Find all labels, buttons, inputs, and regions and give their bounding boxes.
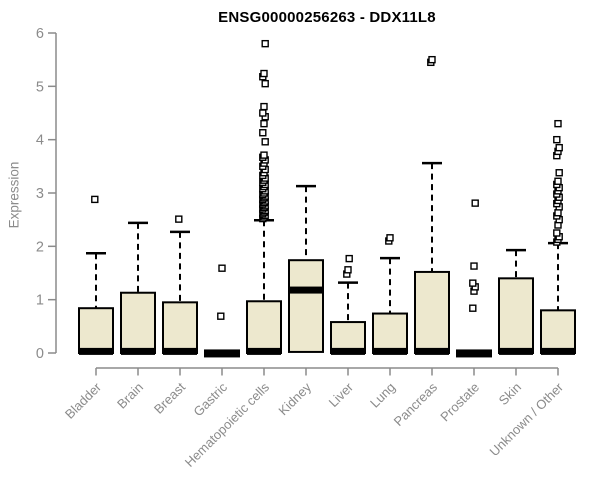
outlier-point xyxy=(554,209,562,217)
median-line xyxy=(121,347,155,355)
x-category-label: Pancreas xyxy=(391,379,441,429)
x-category-label: Prostate xyxy=(437,380,482,425)
outlier-point xyxy=(344,266,352,274)
median-line xyxy=(163,347,197,355)
outlier-point xyxy=(553,135,561,144)
outlier-point xyxy=(260,151,268,159)
box xyxy=(120,291,156,355)
x-category-label: Gastric xyxy=(190,379,230,419)
box xyxy=(288,259,324,353)
outlier-point xyxy=(261,138,269,146)
outlier-point xyxy=(260,69,268,78)
outlier-point xyxy=(554,177,562,185)
y-tick-label: 6 xyxy=(36,26,44,42)
y-tick-label: 4 xyxy=(36,133,44,149)
outlier-point xyxy=(345,254,353,263)
median-line xyxy=(541,347,575,355)
box xyxy=(78,307,114,355)
x-category-label: Unknown / Other xyxy=(487,379,567,459)
median-line xyxy=(499,347,533,355)
chart-title: ENSG00000256263 - DDX11L8 xyxy=(218,9,436,26)
box xyxy=(330,321,366,355)
x-category-label: Skin xyxy=(496,380,524,408)
box xyxy=(540,309,576,355)
y-tick-label: 3 xyxy=(36,186,44,202)
outlier-point xyxy=(386,234,394,242)
y-tick-label: 0 xyxy=(36,346,44,362)
x-category-label: Bladder xyxy=(62,379,105,422)
box xyxy=(162,301,198,355)
median-line xyxy=(79,347,113,355)
outlier-point xyxy=(469,304,477,312)
outlier-point xyxy=(175,215,183,223)
outlier-point xyxy=(471,199,479,207)
outlier-point xyxy=(261,79,269,88)
median-line xyxy=(331,347,365,355)
x-category-label: Breast xyxy=(151,379,188,416)
median-line xyxy=(204,349,240,358)
outlier-point xyxy=(553,229,561,237)
x-category-label: Liver xyxy=(326,379,357,410)
median-line xyxy=(289,286,323,294)
outlier-point xyxy=(259,109,267,117)
outlier-point xyxy=(217,312,225,320)
outlier-point xyxy=(555,143,563,152)
outlier-point xyxy=(554,119,562,128)
box xyxy=(246,300,282,354)
outlier-point xyxy=(218,264,226,272)
x-category-label: Kidney xyxy=(275,379,314,418)
outlier-point xyxy=(469,279,477,287)
y-tick-label: 5 xyxy=(36,79,44,95)
outlier-point xyxy=(470,262,478,270)
y-tick-label: 1 xyxy=(36,293,44,309)
outlier-point xyxy=(555,169,563,177)
x-category-label: Brain xyxy=(114,380,146,412)
outlier-point xyxy=(261,39,269,48)
box xyxy=(498,277,534,355)
outlier-point xyxy=(259,129,267,137)
outlier-point xyxy=(428,55,436,64)
box xyxy=(414,270,450,354)
y-tick-label: 2 xyxy=(36,239,44,255)
median-line xyxy=(415,347,449,355)
median-line xyxy=(373,347,407,355)
outlier-point xyxy=(260,119,268,128)
x-category-label: Lung xyxy=(367,380,398,411)
outlier-point xyxy=(91,195,99,204)
outlier-point xyxy=(260,102,268,111)
median-line xyxy=(456,349,492,358)
box xyxy=(372,312,408,354)
median-line xyxy=(247,347,281,355)
